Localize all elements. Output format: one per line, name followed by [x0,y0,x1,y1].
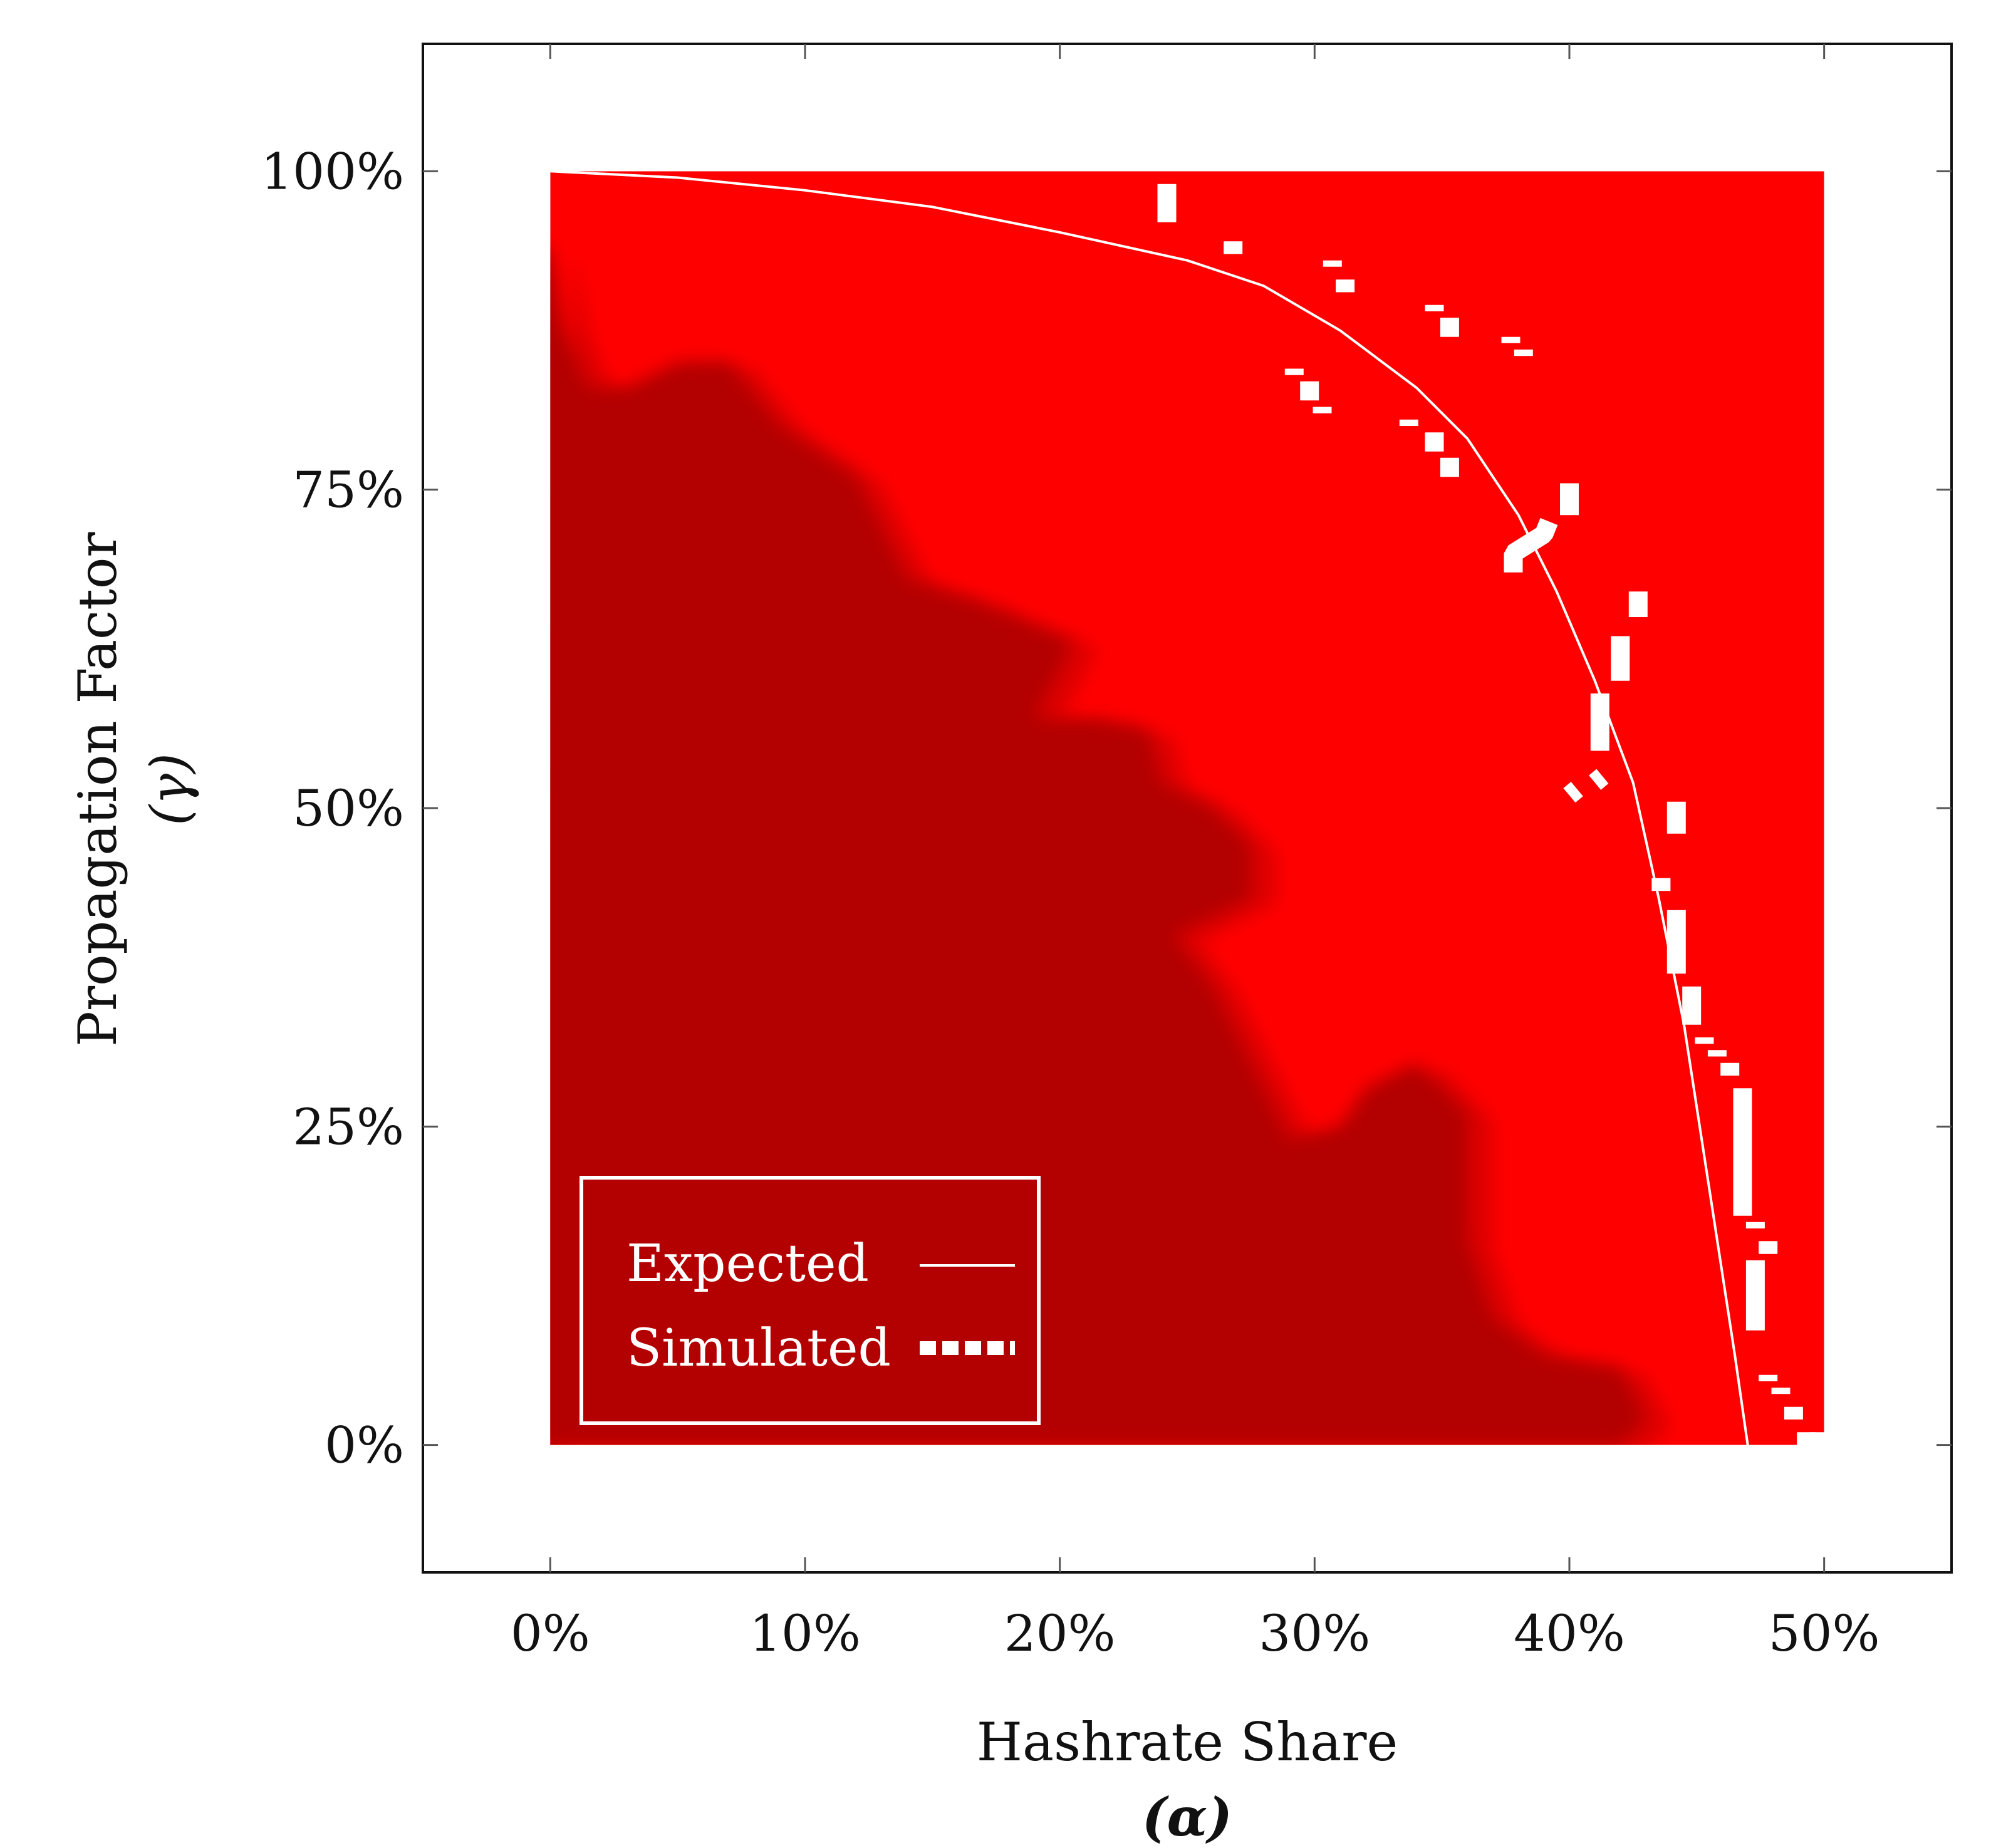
y-tick-label: 25% [293,1098,404,1156]
x-axis-title: Hashrate Share [977,1711,1398,1773]
x-tick-label: 50% [1769,1604,1880,1663]
y-tick-label: 100% [261,142,404,200]
x-tick-label: 0% [511,1604,590,1663]
expected-curve [550,170,1749,1445]
heatmap-unprofitable-region [550,247,1646,1445]
legend-label-expected: Expected [626,1234,869,1294]
y-axis-ticks: 0% 25% 50% 75% 100% [261,142,1952,1475]
simulated-segment [1589,769,1609,790]
y-axis-symbol: (γ) [139,753,200,826]
x-axis-symbol: (α) [1142,1786,1232,1848]
legend-label-simulated: Simulated [626,1319,891,1378]
x-tick-label: 30% [1259,1604,1370,1663]
simulated-series [1157,184,1829,1445]
simulated-segment [1563,781,1583,803]
y-tick-label: 50% [293,779,404,838]
x-tick-label: 10% [749,1604,861,1663]
x-axis-ticks: 0% 10% 20% 30% 40% 50% [511,44,1880,1663]
legend-box [580,1176,1041,1425]
legend: Expected Simulated [580,1176,1041,1425]
x-tick-label: 20% [1004,1604,1116,1663]
y-tick-label: 0% [325,1416,404,1475]
y-axis-title: Propagation Factor [67,532,128,1047]
simulated-segment [1504,517,1558,573]
y-tick-label: 75% [293,461,404,519]
x-tick-label: 40% [1514,1604,1625,1663]
